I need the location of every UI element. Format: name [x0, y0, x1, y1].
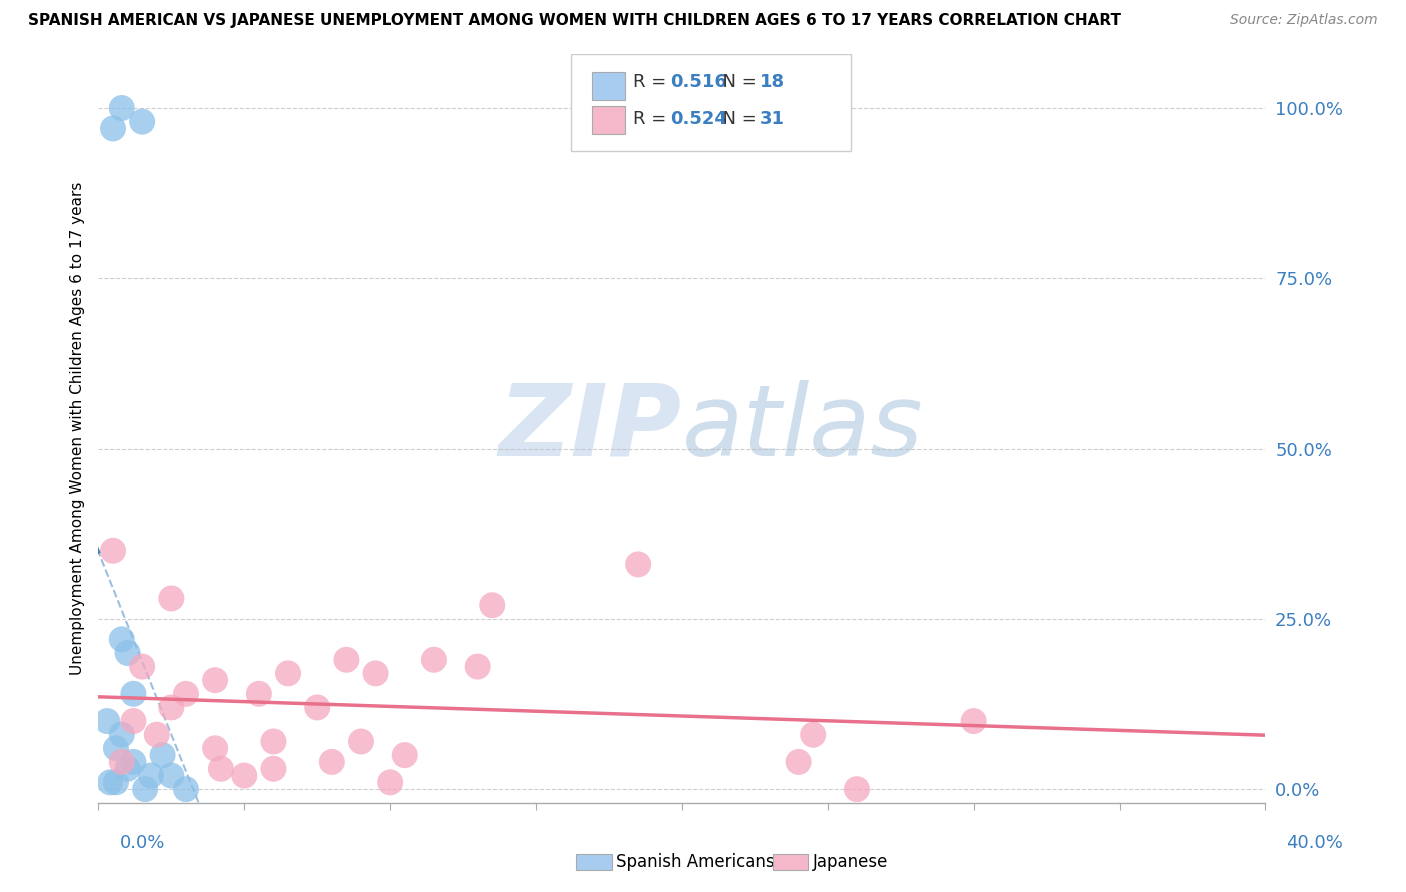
Point: [233, 768, 256, 782]
Point: [321, 755, 343, 769]
Point: [98, 775, 121, 789]
Text: ZIP: ZIP: [499, 380, 682, 476]
Text: 40.0%: 40.0%: [1286, 834, 1343, 852]
Text: 0.0%: 0.0%: [120, 834, 165, 852]
Text: atlas: atlas: [682, 380, 924, 476]
Point: [801, 728, 824, 742]
Point: [204, 673, 226, 688]
Text: 31: 31: [761, 111, 785, 128]
Point: [481, 599, 503, 613]
Point: [101, 543, 124, 558]
Point: [111, 632, 134, 647]
Point: [122, 714, 145, 728]
Point: [104, 741, 127, 756]
Point: [117, 762, 139, 776]
Point: [423, 653, 446, 667]
Text: 18: 18: [761, 73, 785, 91]
Point: [277, 666, 299, 681]
Point: [627, 558, 650, 572]
Point: [364, 666, 387, 681]
Point: [394, 748, 416, 763]
Point: [335, 653, 357, 667]
Point: [160, 700, 183, 714]
Point: [160, 768, 183, 782]
Point: [131, 659, 153, 673]
Point: [247, 687, 270, 701]
Point: [174, 782, 197, 797]
Point: [122, 755, 145, 769]
Text: 0.516: 0.516: [671, 73, 727, 91]
Point: [262, 734, 284, 748]
Point: [787, 755, 810, 769]
Point: [962, 714, 984, 728]
Point: [96, 714, 118, 728]
Point: [350, 734, 373, 748]
Point: [262, 762, 284, 776]
Point: [117, 646, 139, 660]
Point: [111, 755, 134, 769]
Point: [101, 121, 124, 136]
FancyBboxPatch shape: [592, 106, 624, 135]
Text: N =: N =: [711, 111, 762, 128]
Text: Japanese: Japanese: [813, 853, 889, 871]
Point: [380, 775, 402, 789]
Point: [174, 687, 197, 701]
Point: [146, 728, 169, 742]
Y-axis label: Unemployment Among Women with Children Ages 6 to 17 years: Unemployment Among Women with Children A…: [69, 181, 84, 675]
Point: [111, 728, 134, 742]
Text: SPANISH AMERICAN VS JAPANESE UNEMPLOYMENT AMONG WOMEN WITH CHILDREN AGES 6 TO 17: SPANISH AMERICAN VS JAPANESE UNEMPLOYMEN…: [28, 13, 1121, 29]
Text: 0.524: 0.524: [671, 111, 727, 128]
Point: [139, 768, 162, 782]
Point: [307, 700, 329, 714]
Point: [104, 775, 127, 789]
Text: R =: R =: [633, 111, 672, 128]
Text: Source: ZipAtlas.com: Source: ZipAtlas.com: [1230, 13, 1378, 28]
Point: [134, 782, 156, 797]
FancyBboxPatch shape: [571, 54, 851, 151]
Point: [131, 114, 153, 128]
Point: [467, 659, 489, 673]
Text: N =: N =: [711, 73, 762, 91]
Point: [111, 101, 134, 115]
Point: [160, 591, 183, 606]
Point: [152, 748, 174, 763]
FancyBboxPatch shape: [592, 71, 624, 100]
Text: R =: R =: [633, 73, 672, 91]
Point: [204, 741, 226, 756]
Text: Spanish Americans: Spanish Americans: [616, 853, 775, 871]
Point: [122, 687, 145, 701]
Point: [209, 762, 232, 776]
Point: [846, 782, 869, 797]
